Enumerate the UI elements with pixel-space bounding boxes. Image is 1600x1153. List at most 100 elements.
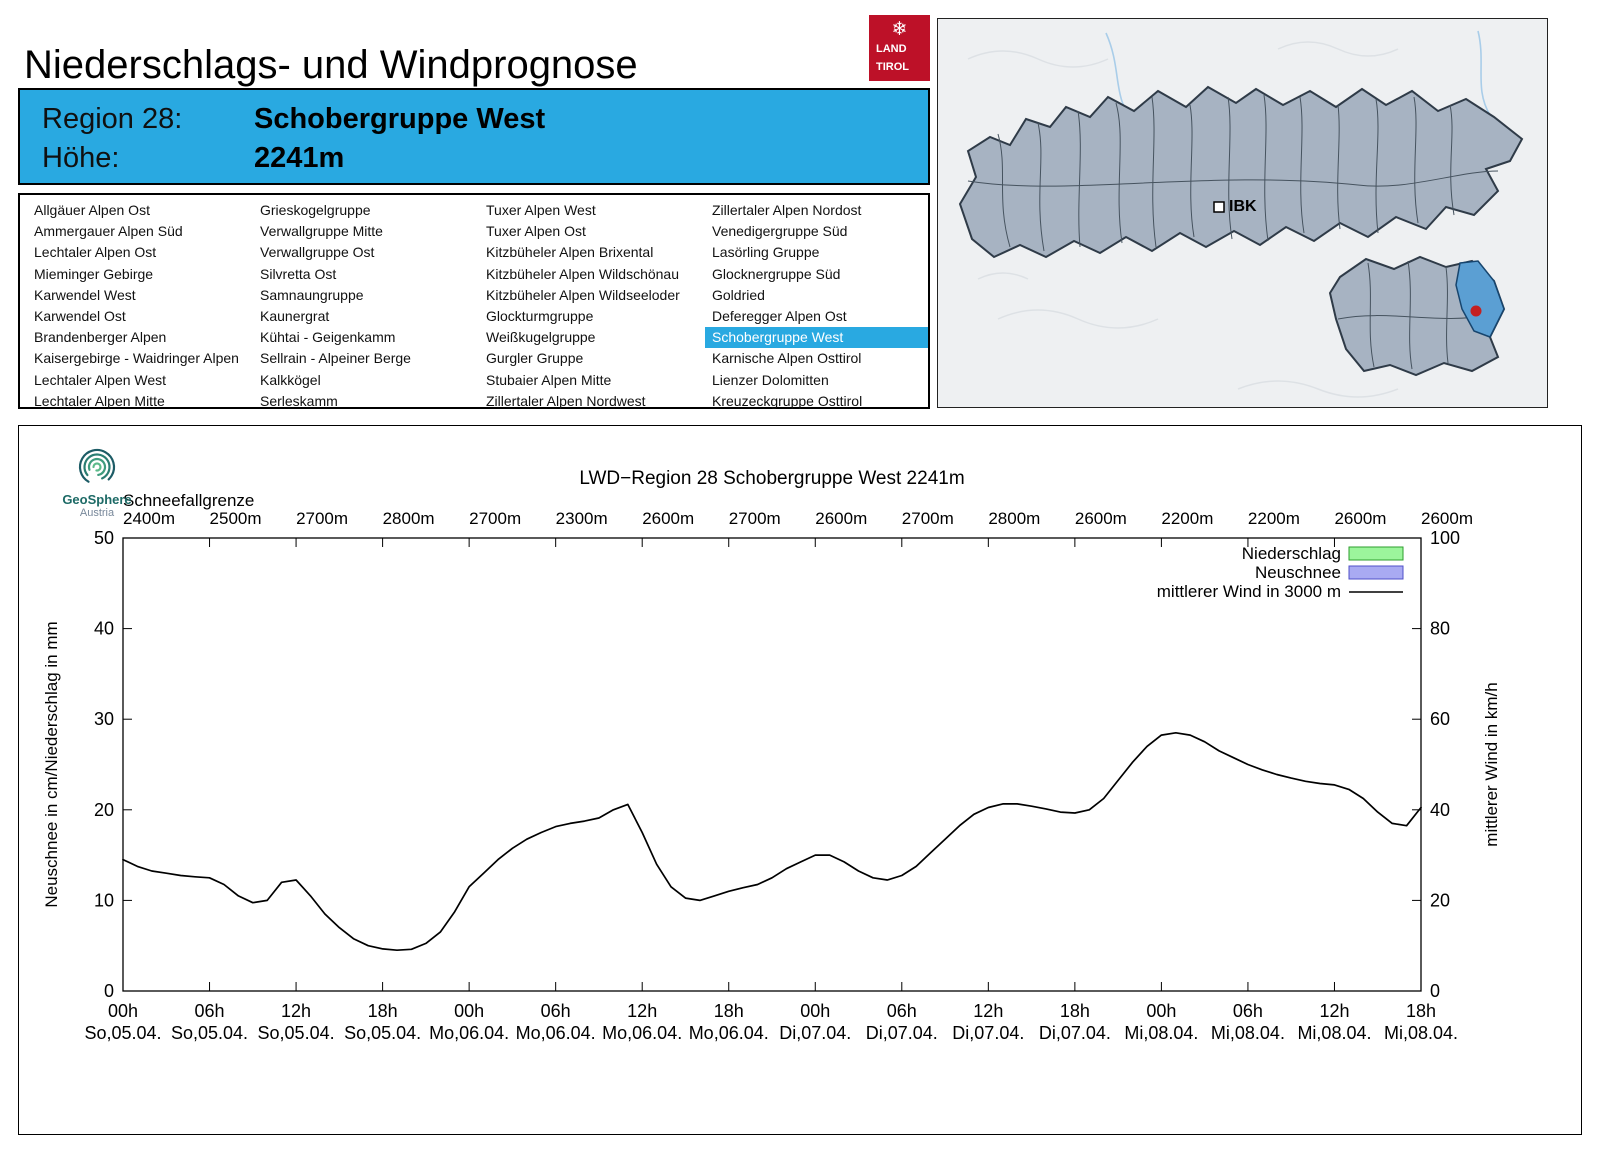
terrain-texture — [967, 41, 1459, 398]
region-list-item[interactable]: Schobergruppe West — [705, 327, 928, 349]
x-tick-date: So,05.04. — [344, 1023, 421, 1043]
region-list-item[interactable]: Kaunergrat — [260, 308, 330, 325]
region-list-item[interactable]: Kühtai - Geigenkamm — [260, 329, 396, 346]
x-tick-hour: 00h — [800, 1001, 830, 1021]
x-tick-date: Mi,08.04. — [1211, 1023, 1285, 1043]
region-list-column-1: Allgäuer Alpen Ost Ammergauer Alpen Süd Le… — [34, 200, 260, 409]
region-list-item[interactable]: Samnaungruppe — [260, 286, 364, 303]
snowline-value: 2600m — [815, 509, 867, 528]
snowline-value: 2300m — [556, 509, 608, 528]
region-label: Region 28: — [42, 103, 183, 135]
region-list-item[interactable]: Zillertaler Alpen Nordost — [712, 202, 862, 218]
x-tick-date: Di,07.04. — [866, 1023, 938, 1043]
x-tick-date: Di,07.04. — [952, 1023, 1024, 1043]
region-list-item[interactable]: Glockturmgruppe — [486, 308, 594, 325]
x-tick-hour: 12h — [973, 1001, 1003, 1021]
forecast-chart-panel: LWD−Region 28 Schobergruppe West 2241m Sc… — [18, 425, 1582, 1135]
region-list-item[interactable]: Karwendel Ost — [34, 308, 126, 325]
ibk-label: IBK — [1229, 198, 1257, 215]
region-list-item[interactable]: Goldried — [712, 286, 765, 303]
geosphere-sub: Austria — [79, 507, 115, 519]
x-tick-date: Mi,08.04. — [1297, 1023, 1371, 1043]
x-tick-date: Mo,06.04. — [602, 1023, 682, 1043]
geosphere-icon — [78, 448, 116, 486]
snowline-value: 2600m — [642, 509, 694, 528]
y-right-tick: 100 — [1430, 528, 1460, 548]
x-tick-hour: 06h — [1233, 1001, 1263, 1021]
region-list-item[interactable]: Lechtaler Alpen West — [34, 371, 167, 388]
y-right-tick: 0 — [1430, 981, 1440, 1001]
x-tick-hour: 18h — [368, 1001, 398, 1021]
snowline-value: 2700m — [469, 509, 521, 528]
legend-swatch — [1348, 546, 1404, 561]
region-list-item[interactable]: Grieskogelgruppe — [260, 202, 371, 218]
region-list-item[interactable]: Sellrain - Alpeiner Berge — [260, 350, 411, 367]
x-tick-hour: 06h — [195, 1001, 225, 1021]
ibk-marker — [1213, 201, 1225, 213]
x-tick-date: Mo,06.04. — [429, 1023, 509, 1043]
region-row: Region 28: Schobergruppe West — [42, 100, 928, 139]
snowline-value: 2200m — [1161, 509, 1213, 528]
y-left-tick: 50 — [94, 528, 114, 548]
region-list-item[interactable]: Tuxer Alpen Ost — [486, 223, 586, 240]
region-list-item[interactable]: Weißkugelgruppe — [486, 329, 596, 346]
snowline-value: 2200m — [1248, 509, 1300, 528]
region-list-item[interactable]: Ammergauer Alpen Süd — [34, 223, 183, 240]
y-right-tick: 60 — [1430, 709, 1450, 729]
plot-frame — [122, 537, 1422, 992]
region-list-item[interactable]: Kaisergebirge - Waidringer Alpen — [34, 350, 239, 367]
altitude-row: Höhe: 2241m — [42, 139, 928, 178]
x-tick-date: So,05.04. — [171, 1023, 248, 1043]
region-list-item[interactable]: Gurgler Gruppe — [486, 350, 584, 367]
region-list-item[interactable]: Mieminger Gebirge — [34, 265, 154, 282]
y-right-tick: 40 — [1430, 800, 1450, 820]
region-list-item[interactable]: Verwallgruppe Mitte — [260, 223, 383, 240]
snowline-value: 2700m — [296, 509, 348, 528]
region-list-item[interactable]: Karnische Alpen Osttirol — [712, 350, 862, 367]
logo-line-1: LAND — [876, 43, 907, 55]
region-list-item[interactable]: Verwallgruppe Ost — [260, 244, 375, 261]
region-list-item[interactable]: Allgäuer Alpen Ost — [34, 202, 150, 218]
x-tick-date: So,05.04. — [258, 1023, 335, 1043]
selected-region-shape[interactable] — [1455, 260, 1505, 338]
region-list-item[interactable]: Lechtaler Alpen Mitte — [34, 392, 165, 409]
geosphere-logo: GeoSphere Austria — [55, 446, 139, 520]
region-list-item[interactable]: Karwendel West — [34, 286, 136, 303]
x-tick-date: Di,07.04. — [1039, 1023, 1111, 1043]
forecast-chart: LWD−Region 28 Schobergruppe West 2241m Sc… — [42, 468, 1501, 1043]
region-list-item[interactable]: Kalkkögel — [260, 371, 321, 388]
legend-label: Neuschnee — [1255, 563, 1341, 582]
tirol-map-svg: IBK — [938, 19, 1547, 407]
region-list-item[interactable]: Zillertaler Alpen Nordwest — [486, 392, 646, 409]
region-list-item[interactable]: Tuxer Alpen West — [486, 202, 596, 218]
region-list-item[interactable]: Kreuzeckgruppe Osttirol — [712, 392, 863, 409]
region-list-column-2: Grieskogelgruppe Verwallgruppe Mitte Verwa… — [260, 200, 486, 409]
region-list-item[interactable]: Lechtaler Alpen Ost — [34, 244, 157, 261]
region-list-item[interactable]: Kitzbüheler Alpen Wildseeloder — [486, 286, 680, 303]
station-marker — [1470, 305, 1482, 317]
region-list-item[interactable]: Kitzbüheler Alpen Wildschönau — [486, 265, 680, 282]
region-list-item[interactable]: Silvretta Ost — [260, 265, 337, 282]
legend-label: mittlerer Wind in 3000 m — [1157, 582, 1341, 601]
snowline-value: 2800m — [383, 509, 435, 528]
land-tirol-logo: ❄ LAND TIROL — [869, 15, 930, 81]
snowflake-icon: ❄ — [891, 19, 908, 40]
legend-label: Niederschlag — [1242, 544, 1341, 563]
region-list-item[interactable]: Kitzbüheler Alpen Brixental — [486, 244, 654, 261]
region-list-item[interactable]: Serleskamm — [260, 392, 338, 409]
region-list-item[interactable]: Stubaier Alpen Mitte — [486, 371, 612, 388]
left-axis-label: Neuschnee in cm/Niederschlag in mm — [42, 621, 61, 907]
snowline-value: 2700m — [902, 509, 954, 528]
region-list-item[interactable]: Deferegger Alpen Ost — [712, 308, 847, 325]
region-list-item[interactable]: Venedigergruppe Süd — [712, 223, 848, 240]
snowline-label: Schneefallgrenze — [123, 491, 254, 510]
region-list-item[interactable]: Glocknergruppe Süd — [712, 265, 841, 282]
x-tick-hour: 12h — [627, 1001, 657, 1021]
region-list-item[interactable]: Lienzer Dolomitten — [712, 371, 829, 388]
region-list-item[interactable]: Lasörling Gruppe — [712, 244, 820, 261]
snowline-value: 2500m — [210, 509, 262, 528]
region-list-item[interactable]: Brandenberger Alpen — [34, 329, 167, 346]
x-tick-hour: 18h — [714, 1001, 744, 1021]
x-tick-date: So,05.04. — [84, 1023, 161, 1043]
